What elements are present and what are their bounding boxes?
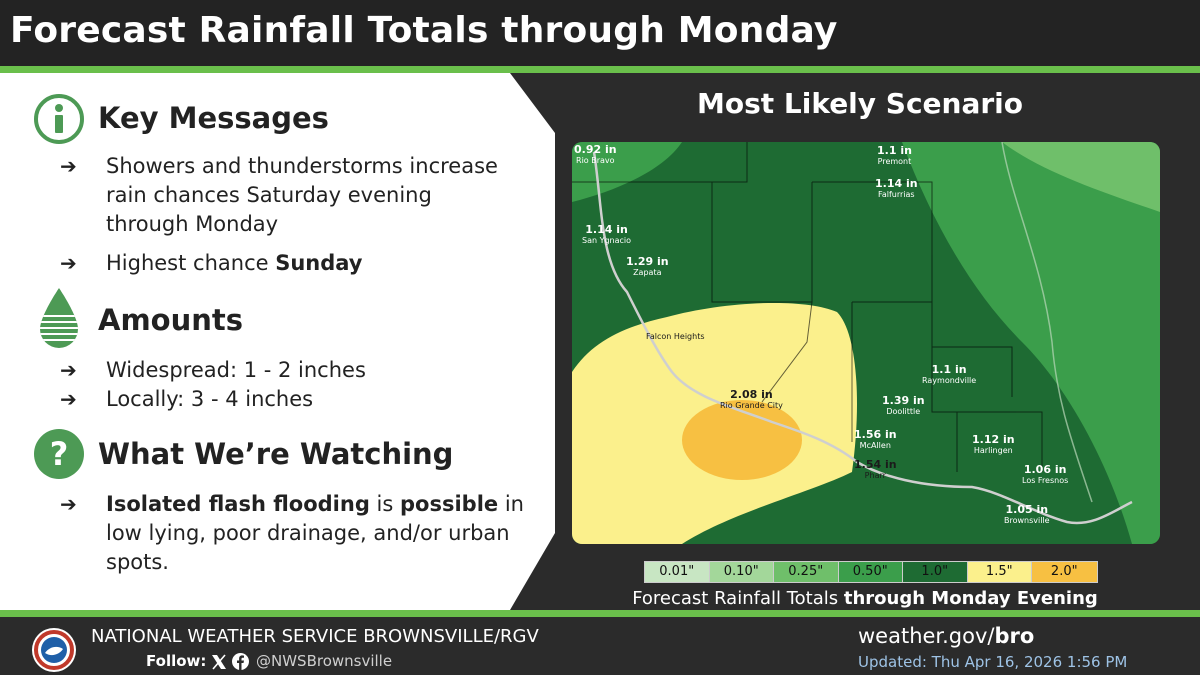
bullet-line: through Monday <box>106 212 279 236</box>
x-logo-icon[interactable] <box>211 654 227 670</box>
bullet-line: Widespread: 1 - 2 inches <box>106 358 366 382</box>
map-label-harlingen: 1.12 in Harlingen <box>972 433 1015 456</box>
arrow-icon: ➔ <box>60 358 77 382</box>
bullet-text: in <box>498 492 524 516</box>
legend-swatch: 0.10" <box>709 562 774 582</box>
bullet-emphasis: possible <box>400 492 499 516</box>
legend-caption-text: Forecast Rainfall Totals <box>632 588 844 609</box>
map-label-rio-bravo: 0.92 in Rio Bravo <box>574 143 617 166</box>
facebook-icon[interactable] <box>232 653 249 670</box>
footer: NATIONAL WEATHER SERVICE BROWNSVILLE/RGV… <box>0 617 1200 675</box>
map-label-falfurrias: 1.14 in Falfurrias <box>875 177 918 200</box>
bullet-text: Highest chance <box>106 251 276 275</box>
website-link[interactable]: weather.gov/bro <box>858 624 1034 648</box>
amounts-title: Amounts <box>98 303 243 337</box>
arrow-icon: ➔ <box>60 387 77 411</box>
raindrop-icon <box>40 288 78 348</box>
legend-swatch: 0.25" <box>774 562 839 582</box>
map-label-brownsville: 1.05 in Brownsville <box>1004 503 1050 526</box>
follow-label: Follow: <box>146 652 207 670</box>
bullet-line: spots. <box>106 550 169 574</box>
map-label-mcallen: 1.56 in McAllen <box>854 428 897 451</box>
map-label-rio-grande-city: 2.08 in Rio Grande City <box>720 388 783 411</box>
watching-title: What We’re Watching <box>98 437 454 471</box>
arrow-icon: ➔ <box>60 251 77 275</box>
bullet-text: is <box>369 492 401 516</box>
page-title: Forecast Rainfall Totals through Monday <box>10 10 838 51</box>
rainfall-map: 0.92 in Rio Bravo 1.1 in Premont 1.14 in Fa… <box>572 142 1160 544</box>
header-divider <box>0 66 1200 73</box>
arrow-icon: ➔ <box>60 492 77 516</box>
website-link-prefix: weather.gov/ <box>858 624 995 648</box>
map-label-premont: 1.1 in Premont <box>877 144 912 167</box>
left-panel: Key Messages ➔ Showers and thunderstorms… <box>0 73 555 610</box>
legend-swatch: 0.01" <box>645 562 710 582</box>
svg-text:?: ? <box>50 435 69 473</box>
bullet-line: Highest chance Sunday <box>106 249 363 278</box>
map-label-doolittle: 1.39 in Doolittle <box>882 394 925 417</box>
info-icon <box>34 94 84 144</box>
bullet-line: Isolated flash flooding is possible in <box>106 490 524 519</box>
legend-swatch: 0.50" <box>838 562 903 582</box>
footer-divider <box>0 610 1200 617</box>
header: Forecast Rainfall Totals through Monday <box>0 0 1200 66</box>
legend-swatch: 1.5" <box>967 562 1032 582</box>
legend-caption-emphasis: through Monday Evening <box>843 588 1098 609</box>
map-label-los-fresnos: 1.06 in Los Fresnos <box>1022 463 1069 486</box>
bullet-emphasis: Sunday <box>275 251 363 275</box>
scenario-title: Most Likely Scenario <box>696 87 1024 120</box>
bullet-line: low lying, poor drainage, and/or urban <box>106 521 510 545</box>
map-label-raymondville: 1.1 in Raymondville <box>922 363 977 386</box>
bullet-line: Showers and thunderstorms increase <box>106 154 498 178</box>
right-panel: Most Likely Scenario <box>520 73 1200 610</box>
map-label-falcon-heights: Falcon Heights <box>646 332 705 341</box>
org-name: NATIONAL WEATHER SERVICE BROWNSVILLE/RGV <box>91 626 539 647</box>
bullet-line: Locally: 3 - 4 inches <box>106 387 314 411</box>
key-messages-title: Key Messages <box>98 101 329 135</box>
social-handle[interactable]: @NWSBrownsville <box>256 652 393 670</box>
legend-swatch: 2.0" <box>1032 562 1097 582</box>
arrow-icon: ➔ <box>60 154 77 178</box>
website-link-office: bro <box>994 624 1035 648</box>
legend-swatch: 1.0" <box>903 562 968 582</box>
map-legend: 0.01" 0.10" 0.25" 0.50" 1.0" 1.5" 2.0" <box>644 561 1098 583</box>
bullet-emphasis: Isolated flash flooding <box>106 492 370 516</box>
legend-caption: Forecast Rainfall Totals through Monday … <box>570 588 1160 609</box>
nws-logo-icon <box>32 628 76 672</box>
map-label-zapata: 1.29 in Zapata <box>626 255 669 278</box>
map-label-pharr: 1.54 in Pharr <box>854 458 897 481</box>
question-icon: ? <box>34 429 84 479</box>
updated-timestamp: Updated: Thu Apr 16, 2026 1:56 PM <box>858 653 1128 671</box>
rainfall-map-graphic <box>572 142 1160 544</box>
bullet-line: rain chances Saturday evening <box>106 183 432 207</box>
map-label-san-ygnacio: 1.14 in San Ygnacio <box>582 223 632 246</box>
